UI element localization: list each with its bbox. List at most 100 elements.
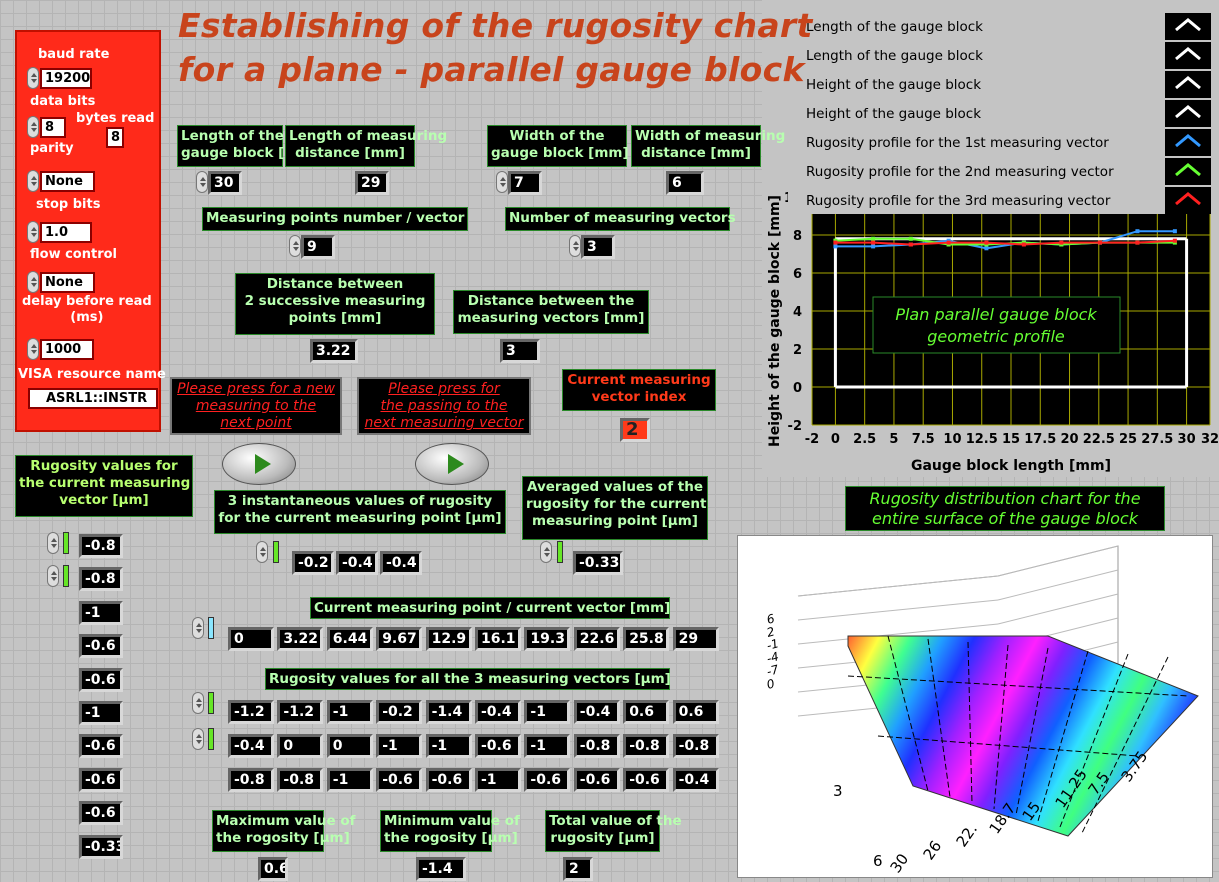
spinner[interactable] (27, 221, 39, 243)
text-line: measuring to the (195, 398, 317, 414)
text-line: Length of measuring (289, 128, 448, 144)
y-tick-label: 2 (793, 343, 802, 358)
box-grid (797, 623, 999, 645)
spinner[interactable] (496, 171, 508, 193)
text-line: Current measuring point / current vector… (314, 600, 671, 616)
value-display: 22.6 (573, 627, 620, 651)
box-grid (997, 593, 1119, 625)
label: parity (30, 141, 74, 156)
label: Maximum value of the rogosity [µm] (212, 810, 355, 852)
label: 3 instantaneous values of rugosity for th… (214, 490, 506, 534)
push-button[interactable] (222, 443, 296, 485)
legend-label: Height of the gauge block (806, 106, 981, 122)
text-line: Distance between (266, 276, 404, 292)
label: Measuring points number / vector (202, 207, 468, 231)
spinner[interactable] (289, 235, 301, 257)
x-tick-label: 15 (1002, 432, 1020, 447)
value-display: -0.4 (573, 700, 620, 724)
label: Width of measuring distance [mm] (631, 125, 785, 167)
spinner[interactable] (27, 271, 39, 293)
value-display: 1000 (40, 339, 94, 360)
legend-swatch (1165, 100, 1211, 127)
value-display: 3.22 (277, 627, 324, 651)
y-tick-label: 0 (793, 381, 802, 396)
text-line: delay before read (22, 294, 152, 309)
y-axis-title: Height of the gauge block [mm] (767, 195, 783, 447)
legend-label: Rugosity profile for the 2nd measuring v… (806, 164, 1114, 180)
text-line: Please press for (388, 381, 500, 397)
y-tick-label: 4 (793, 305, 802, 320)
button-icon (448, 454, 464, 474)
spinner[interactable] (27, 116, 39, 138)
value-display: -0.6 (79, 634, 123, 659)
spinner[interactable] (196, 171, 208, 193)
series-marker (1135, 229, 1140, 234)
value-display: -1 (79, 701, 123, 725)
series-marker (1021, 242, 1026, 247)
legend-swatch (1165, 42, 1211, 69)
spinner[interactable] (540, 541, 552, 563)
text-line: the rogosity [µm] (384, 830, 518, 846)
legend-line (1175, 105, 1201, 119)
text-line: 2 successive measuring (244, 293, 426, 309)
annotation: Plan parallel gauge block (895, 305, 1097, 324)
value-display: -0.6 (573, 768, 620, 792)
value-display: -1 (376, 734, 423, 758)
spinner[interactable] (27, 67, 39, 89)
text-line: distance [mm] (295, 145, 405, 161)
value-display: -0.6 (524, 768, 571, 792)
value-display: 3.22 (310, 339, 358, 363)
legend-swatch (1165, 129, 1211, 156)
value-display: -1 (326, 768, 373, 792)
legend-swatch (1165, 71, 1211, 98)
box-grid (797, 575, 999, 597)
spinner[interactable] (27, 338, 39, 360)
label: VISA resource name (18, 367, 166, 382)
text-line: distance [mm] (641, 145, 751, 161)
spinner[interactable] (256, 541, 268, 563)
text-line: Rugosity values for (30, 458, 178, 474)
push-button[interactable] (415, 443, 489, 485)
legend-line (1175, 76, 1201, 90)
spinner[interactable] (192, 692, 204, 714)
spinner[interactable] (47, 532, 59, 554)
profile-chart: -2 0 2.5 5 7.5 10 12.5 15 17.5 20 22.5 25 27.5 30 32-2… (762, 0, 1219, 477)
spinner[interactable] (192, 728, 204, 750)
label: Distance between 2 successive measuring po… (235, 273, 435, 335)
value-display: -0.6 (79, 667, 123, 692)
value-display: None (40, 272, 95, 293)
surface-panel: 6 2 -1 -4 -7 0 3 6 30 26 22. 18.7 15 11.25 7.5 3.75 (737, 535, 1213, 878)
value-display: -0.8 (79, 567, 123, 592)
series-marker (833, 240, 838, 245)
series-marker (1172, 238, 1177, 243)
text-line: vector index (591, 389, 687, 405)
value-display: 3 (500, 339, 540, 363)
legend (788, 6, 1218, 214)
value-display: 7 (508, 171, 542, 195)
text-line: gauge block [mm] (181, 145, 319, 161)
caption: Rugosity distribution chart for the entir… (845, 486, 1165, 531)
z-tick-label: 0 (765, 676, 776, 692)
label: Averaged values of the rugosity for the c… (522, 476, 708, 540)
button-icon (255, 454, 271, 474)
text-line: for the current measuring point [µm] (218, 510, 502, 526)
value-display: 9.67 (376, 627, 423, 651)
legend-swatch (1165, 187, 1211, 214)
text-line: measuring point [µm] (532, 513, 698, 529)
text-line: points [mm] (288, 310, 382, 326)
spinner[interactable] (27, 170, 39, 192)
legend-swatch (1165, 158, 1211, 185)
series-line (835, 239, 1175, 246)
surface-line (1015, 647, 1049, 816)
value-display: -1 (475, 768, 521, 792)
spinner[interactable] (192, 617, 204, 639)
annotation-box (872, 296, 1121, 354)
x-tick-label: 10 (943, 432, 961, 447)
y-tick-label: 6 (873, 852, 883, 870)
value-display: -0.2 (376, 700, 423, 724)
spinner[interactable] (47, 565, 59, 587)
spinner[interactable] (569, 235, 581, 257)
text-line: Please press for a new (177, 381, 335, 397)
y-tick-label: -2 (788, 419, 802, 434)
